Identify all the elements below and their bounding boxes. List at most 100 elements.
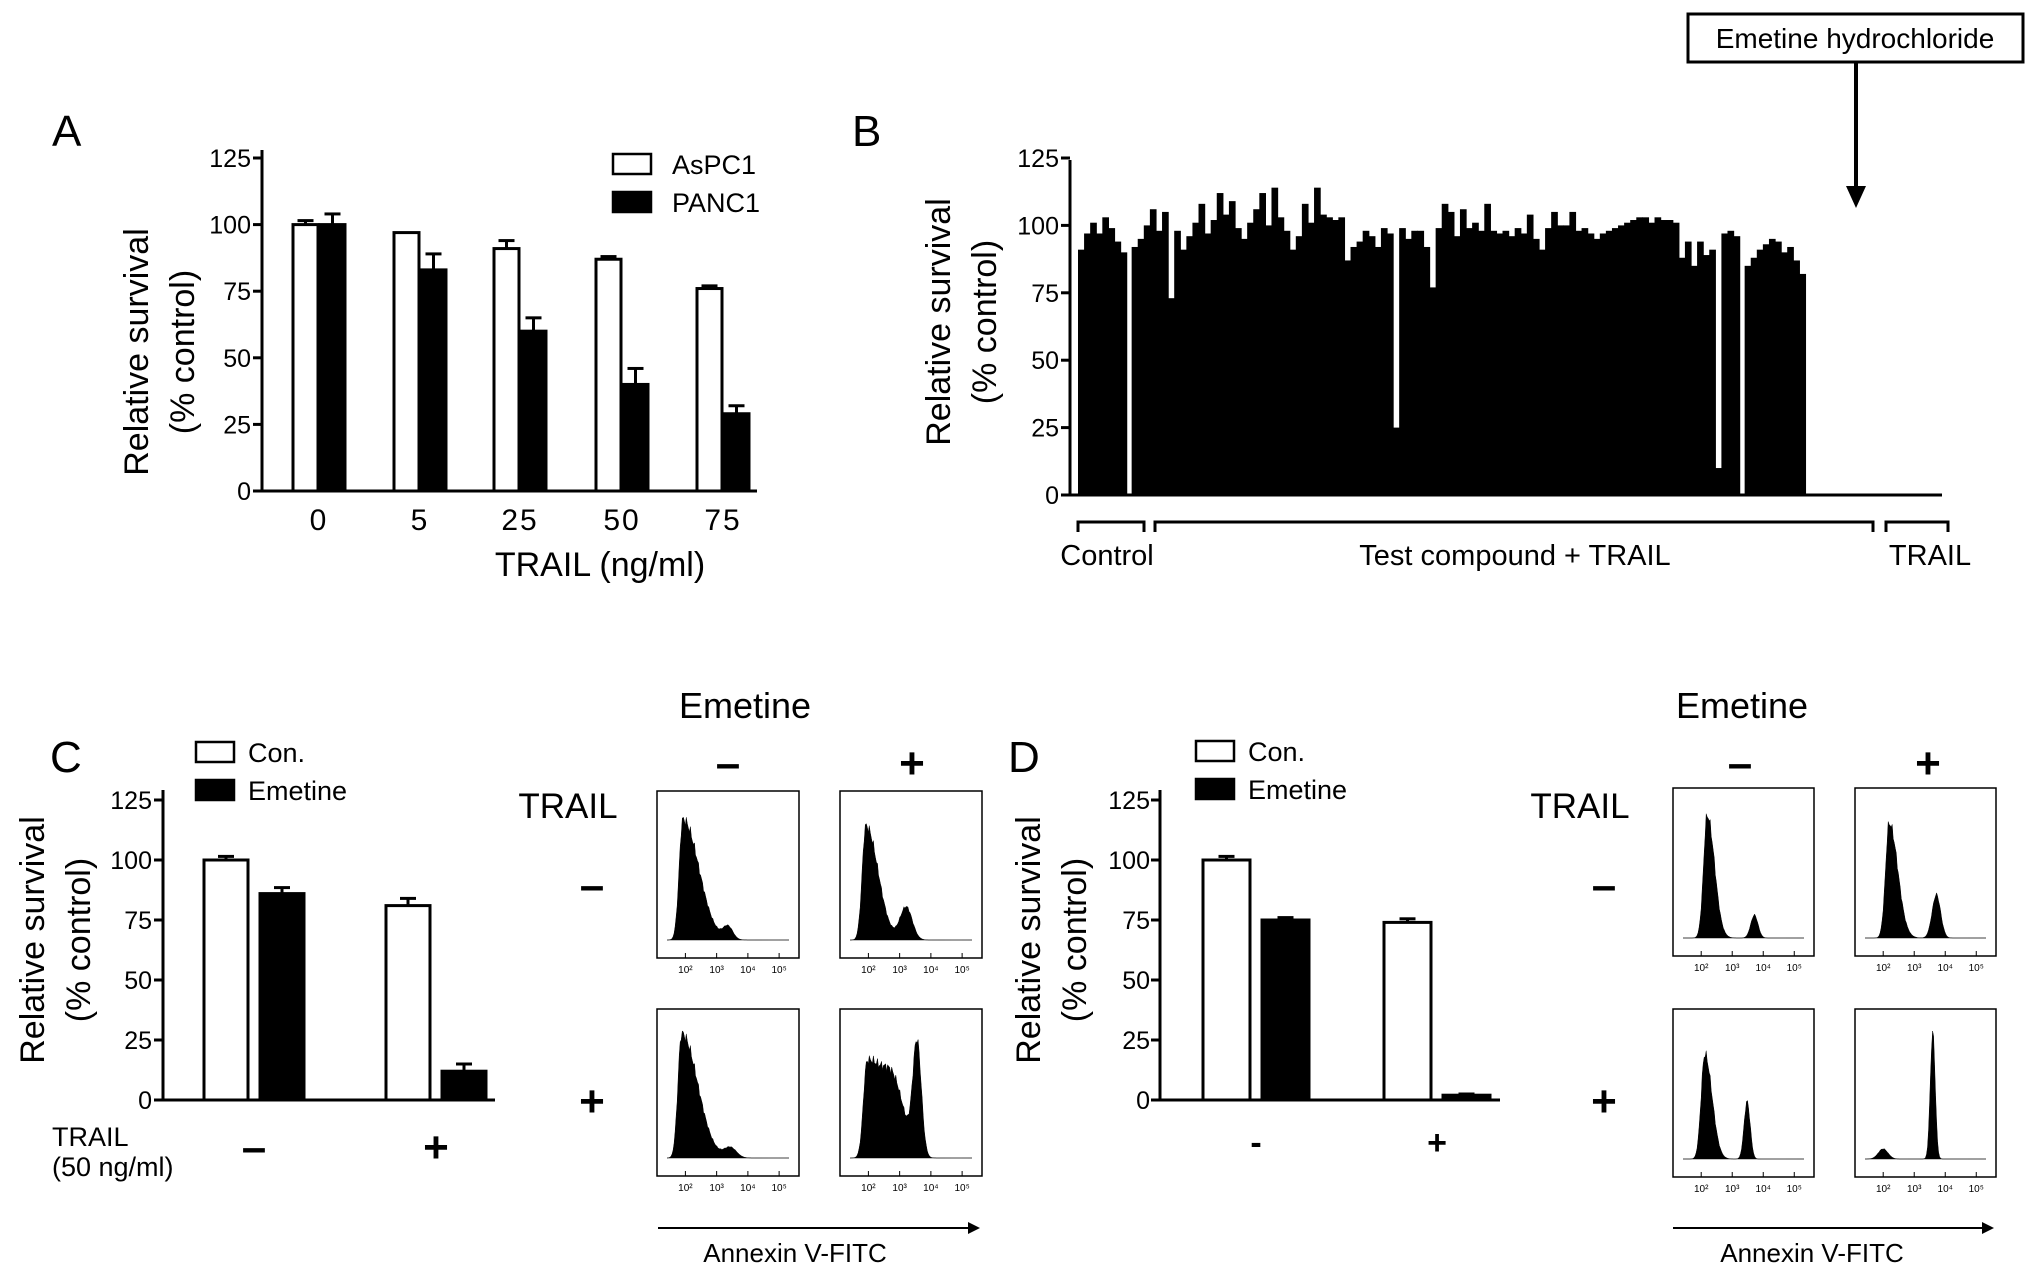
bar-test-compound-trail [1174, 230, 1181, 496]
facs-d-trail-plus-emetine-minus: 10² 10³ 10⁴ 10⁵ [1672, 1008, 1815, 1195]
panel-c-ylabel-line2: (% control) [60, 858, 98, 1022]
panel-c-y-ticks: 0 25 50 75 100 125 [110, 787, 163, 1115]
bar-test-compound-trail [1186, 236, 1194, 495]
panel-d-ylabel-line1: Relative survival [1010, 816, 1048, 1064]
bar-test-compound-trail [1636, 217, 1643, 495]
bar-test-compound-trail [1247, 222, 1254, 496]
bar-emetine [1260, 918, 1311, 1102]
bar-test-compound-trail [1374, 246, 1382, 495]
histogram-fill [1865, 821, 1986, 939]
x-tick-label: 0 [310, 504, 329, 537]
histogram-tick-label: 10⁴ [1938, 963, 1953, 974]
panel-d-col-sign-plus: + [1915, 739, 1941, 788]
bar-test-compound-trail [1727, 230, 1735, 496]
histogram-tick-label: 10³ [892, 1183, 907, 1194]
bar-test-compound-trail [1180, 249, 1187, 495]
panel-a-y-ticks: 0 25 50 75 100 125 [209, 145, 262, 506]
bar-test-compound-trail [1563, 225, 1570, 495]
panel-c-flow-cytometry: Emetine – + TRAIL – + 10² 10³ 10⁴ 10⁵ 10² 10³… [518, 685, 983, 1266]
bar-test-compound-trail [1472, 222, 1479, 496]
bar-test-compound-trail [1618, 225, 1625, 495]
y-tick-label: 25 [1031, 415, 1059, 443]
panel-d-x-sign-plus: + [1427, 1124, 1447, 1162]
histogram-tick-label: 10⁵ [954, 1183, 969, 1194]
histogram-tick-label: 10⁴ [1756, 1184, 1771, 1195]
emetine-annotation-box [1686, 12, 2025, 64]
bar-test-compound-trail [1642, 217, 1650, 495]
bar-test-compound-trail [1368, 236, 1376, 495]
facs-d-trail-minus-emetine-plus: 10² 10³ 10⁴ 10⁵ [1854, 787, 1997, 974]
bar-test-compound-trail [1611, 228, 1619, 495]
bar-test-compound-trail [1575, 230, 1583, 496]
facs-d-trail-minus-emetine-minus: 10² 10³ 10⁴ 10⁵ [1672, 787, 1815, 974]
panel-c-annexin-arrowhead [968, 1222, 980, 1234]
panel-c: C Relative survival (% control) 0 25 50 75 1… [14, 733, 495, 1182]
bar-test-compound-trail [1283, 230, 1291, 496]
panel-d-flow-cytometry: Emetine – + TRAIL – + 10² 10³ 10⁴ 10⁵ 10² 10³… [1530, 685, 1997, 1266]
y-tick-label: 50 [1122, 967, 1150, 995]
legend-swatch-con [194, 740, 236, 764]
panel-c-col-sign-plus: + [899, 739, 925, 788]
group-label-control: Control [1060, 540, 1154, 572]
y-tick-label: 50 [1031, 347, 1059, 375]
histogram-tick-label: 10³ [709, 965, 724, 976]
histogram-fill [850, 823, 972, 941]
histogram-fill [1683, 1050, 1804, 1160]
panel-letter-d: D [1008, 733, 1040, 782]
bar-test-compound-trail [1703, 255, 1710, 495]
bar-test-compound-trail [1338, 217, 1346, 495]
bar-test-compound-trail [1545, 228, 1552, 495]
bar-test-compound-trail [1447, 211, 1455, 496]
bar-test-compound-trail [1155, 230, 1163, 496]
bar-test-compound-trail [1204, 233, 1212, 495]
histogram-tick-label: 10² [1694, 963, 1709, 974]
bar-test-compound-trail [1210, 220, 1218, 495]
histogram-tick-label: 10⁵ [771, 1183, 786, 1194]
legend-swatch-con [1194, 739, 1236, 763]
bar-test-compound-trail [1259, 193, 1266, 495]
bar-control [1090, 222, 1097, 496]
y-tick-label: 50 [124, 967, 152, 995]
bar-test-compound-trail [1557, 225, 1564, 495]
histogram-tick-label: 10⁴ [1938, 1184, 1953, 1195]
histogram-tick-label: 10⁵ [954, 965, 969, 976]
legend-swatch-panc1 [611, 190, 653, 214]
legend-label-con: Con. [1248, 737, 1305, 767]
histogram-fill [1865, 1030, 1986, 1160]
bar-test-compound-trail [1228, 201, 1236, 496]
bar-control [1084, 233, 1091, 495]
bar-test-compound-trail [1387, 233, 1394, 495]
histogram-tick-label: 10³ [1725, 963, 1740, 974]
group-label-trail: TRAIL [1889, 540, 1971, 572]
bar-test-compound-trail [1660, 220, 1668, 495]
bar-control [1078, 249, 1085, 495]
panel-c-ylabel-line1: Relative survival [14, 816, 52, 1064]
bar-emetine [258, 892, 306, 1102]
panel-d-emetine-header: Emetine [1676, 685, 1808, 726]
panel-d-annexin-arrowhead [1982, 1222, 1994, 1234]
y-tick-label: 0 [237, 478, 251, 506]
bar-test-compound-trail [1648, 222, 1656, 496]
bar-test-compound-trail [1684, 241, 1692, 495]
bar-test-compound-trail [1314, 187, 1321, 495]
bar-control [1114, 241, 1122, 495]
histogram-tick-label: 10⁵ [1787, 1184, 1802, 1195]
histogram-frame [1854, 1008, 1997, 1178]
bar-aspc1 [392, 231, 421, 493]
histogram-tick-label: 10² [1876, 963, 1891, 974]
bar-test-compound-trail [1192, 222, 1200, 496]
y-tick-label: 125 [1108, 787, 1150, 815]
bar-trail [1799, 273, 1807, 495]
legend-label-aspc1: AsPC1 [672, 150, 756, 180]
bar-test-compound-trail [1605, 230, 1613, 496]
bar-trail [1781, 252, 1788, 495]
bar-test-compound-trail [1326, 217, 1333, 495]
bar-test-compound-trail [1551, 211, 1558, 496]
histogram-fill [667, 816, 789, 941]
panel-d-annexin-label: Annexin V-FITC [1720, 1238, 1904, 1266]
legend-swatch-emetine [1194, 777, 1236, 801]
y-tick-label: 25 [223, 411, 251, 439]
bar-panc1 [519, 329, 548, 493]
bar-con [202, 858, 250, 1102]
bar-control [1096, 233, 1103, 495]
